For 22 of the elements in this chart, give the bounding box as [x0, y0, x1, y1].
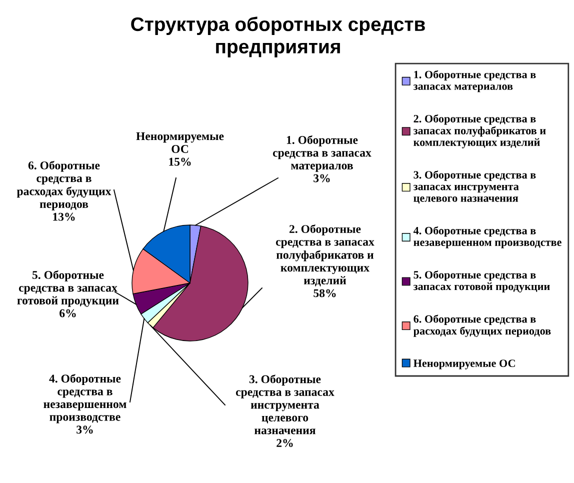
slice-label: 6. Оборотные средства в расходах будущих периодов [16, 160, 112, 210]
legend-label: 1. Оборотные средства в запасах материалов [413, 70, 536, 92]
legend-label: Ненормируемые ОС [414, 360, 515, 370]
data-label: 15% [169, 158, 191, 166]
legend-label: 6. Оборотные средства в расходах будущих периодов [413, 314, 551, 337]
legend-label: 3. Оборотные средства в запасах инструмента целевого назначения [413, 170, 536, 204]
data-label: 13% [53, 212, 75, 221]
data-label: 6% [60, 309, 76, 318]
data-label: 58% [314, 289, 336, 298]
data-label: 3% [76, 426, 93, 434]
data-label: 3% [314, 174, 330, 182]
legend-label: 5. Оборотные средства в запасах готовой продукции [413, 270, 550, 292]
slice-label: 1. Оборотные средства в запасах материалов [272, 135, 372, 172]
chart-title: Структура оборотных средств предприятия [131, 16, 425, 58]
data-label: 2% [276, 439, 293, 448]
slice-label: 2. Оборотные средства в запасах полуфабрикатов и комплектующих изделий [276, 224, 374, 286]
slice-label: Ненормируемые ОС [136, 132, 224, 153]
legend-label: 2. Оборотные средства в запасах полуфабрикатов и комплектующих изделий [413, 114, 546, 148]
legend-label: 4. Оборотные средства в незавершенном производстве [413, 226, 562, 248]
slice-label: 4. Оборотные средства в незавершенном производстве [44, 374, 126, 424]
slice-label: 5. Оборотные средства в запасах готовой продукции [17, 270, 119, 307]
slice-label: 3. Оборотные средства в запасах инструмента целевого назначения [236, 374, 334, 434]
